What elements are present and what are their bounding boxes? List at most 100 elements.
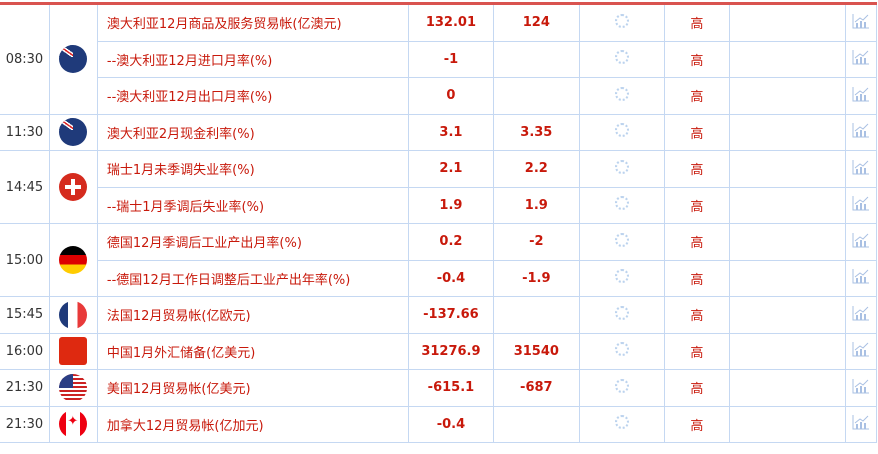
loading-spinner-icon — [614, 378, 629, 393]
event-name[interactable]: 澳大利亚2月现金利率(%) — [96, 113, 409, 151]
previous-value: 0 — [407, 77, 494, 115]
chart-cell[interactable] — [844, 296, 878, 334]
chart-cell[interactable] — [844, 186, 878, 224]
chart-cell[interactable] — [844, 40, 878, 78]
table-row: 11:30 澳大利亚2月现金利率(%) 3.1 3.35 高 — [0, 113, 878, 151]
loading-spinner-icon — [614, 86, 629, 101]
previous-value: -1 — [407, 40, 494, 78]
chart-cell[interactable] — [844, 223, 878, 261]
chart-cell[interactable] — [844, 150, 878, 188]
actual-cell — [578, 223, 665, 261]
actual-cell — [578, 369, 665, 407]
table-row: 16:00 中国1月外汇储备(亿美元) 31276.9 31540 高 — [0, 332, 878, 370]
previous-value: 31276.9 — [407, 332, 494, 370]
chart-cell[interactable] — [844, 3, 878, 42]
table-row: 15:45 法国12月贸易帐(亿欧元) -137.66 高 — [0, 296, 878, 334]
bar-chart-icon[interactable] — [852, 159, 870, 179]
usa-flag-icon — [59, 373, 88, 402]
bar-chart-icon[interactable] — [852, 414, 870, 434]
actual-cell — [578, 405, 665, 443]
table-row: --德国12月工作日调整后工业产出年率(%) -0.4 -1.9 高 — [0, 259, 878, 297]
previous-value: 3.1 — [407, 113, 494, 151]
forecast-value: -1.9 — [492, 259, 580, 297]
event-name[interactable]: --澳大利亚12月出口月率(%) — [96, 77, 409, 115]
table-row: 15:00 德国12月季调后工业产出月率(%) 0.2 -2 高 — [0, 223, 878, 297]
chart-cell[interactable] — [844, 405, 878, 443]
australia-flag-icon — [59, 118, 88, 147]
chart-cell[interactable] — [844, 113, 878, 151]
chart-cell[interactable] — [844, 77, 878, 115]
event-name[interactable]: 加拿大12月贸易帐(亿加元) — [96, 405, 409, 443]
chart-cell[interactable] — [844, 259, 878, 297]
germany-flag-icon — [59, 246, 88, 274]
actual-cell — [578, 332, 665, 370]
bar-chart-icon[interactable] — [852, 341, 870, 361]
previous-value: -137.66 — [407, 296, 494, 334]
table-row: 21:30 美国12月贸易帐(亿美元) -615.1 -687 高 — [0, 369, 878, 407]
table-row: 14:45 瑞士1月未季调失业率(%) 2.1 2.2 高 — [0, 150, 878, 224]
bar-chart-icon[interactable] — [852, 305, 870, 325]
importance: 高 — [663, 186, 731, 224]
forecast-value — [492, 296, 580, 334]
importance: 高 — [663, 77, 731, 115]
empty-cell — [729, 150, 846, 188]
loading-spinner-icon — [614, 13, 629, 28]
empty-cell — [729, 405, 846, 443]
event-name[interactable]: 中国1月外汇储备(亿美元) — [96, 332, 409, 370]
event-name[interactable]: 美国12月贸易帐(亿美元) — [96, 369, 409, 407]
forecast-value: 124 — [492, 3, 580, 42]
empty-cell — [729, 369, 846, 407]
importance: 高 — [663, 259, 731, 297]
event-name[interactable]: 德国12月季调后工业产出月率(%) — [96, 223, 409, 261]
loading-spinner-icon — [614, 50, 629, 65]
bar-chart-icon[interactable] — [852, 268, 870, 288]
bar-chart-icon[interactable] — [852, 86, 870, 106]
forecast-value: 1.9 — [492, 186, 580, 224]
time-cell: 14:45 — [0, 150, 50, 224]
flag-cell — [48, 332, 98, 370]
previous-value: -615.1 — [407, 369, 494, 407]
event-name[interactable]: --瑞士1月季调后失业率(%) — [96, 186, 409, 224]
actual-cell — [578, 40, 665, 78]
empty-cell — [729, 296, 846, 334]
time-cell: 11:30 — [0, 113, 50, 151]
empty-cell — [729, 3, 846, 42]
importance: 高 — [663, 405, 731, 443]
empty-cell — [729, 77, 846, 115]
importance: 高 — [663, 369, 731, 407]
chart-cell[interactable] — [844, 369, 878, 407]
forecast-value: 31540 — [492, 332, 580, 370]
actual-cell — [578, 3, 665, 42]
bar-chart-icon[interactable] — [852, 13, 870, 33]
importance: 高 — [663, 296, 731, 334]
table-row: --澳大利亚12月进口月率(%) -1 高 — [0, 40, 878, 78]
loading-spinner-icon — [614, 159, 629, 174]
bar-chart-icon[interactable] — [852, 122, 870, 142]
loading-spinner-icon — [614, 342, 629, 357]
time-cell: 21:30 — [0, 405, 50, 443]
previous-value: 1.9 — [407, 186, 494, 224]
flag-cell — [48, 113, 98, 151]
bar-chart-icon[interactable] — [852, 195, 870, 215]
chart-cell[interactable] — [844, 332, 878, 370]
bar-chart-icon[interactable] — [852, 232, 870, 252]
event-name[interactable]: --澳大利亚12月进口月率(%) — [96, 40, 409, 78]
event-name[interactable]: 瑞士1月未季调失业率(%) — [96, 150, 409, 188]
australia-flag-icon — [59, 45, 88, 74]
loading-spinner-icon — [614, 196, 629, 211]
event-name[interactable]: 法国12月贸易帐(亿欧元) — [96, 296, 409, 334]
actual-cell — [578, 186, 665, 224]
actual-cell — [578, 150, 665, 188]
forecast-value: -687 — [492, 369, 580, 407]
empty-cell — [729, 332, 846, 370]
importance: 高 — [663, 40, 731, 78]
canada-flag-icon — [59, 410, 88, 439]
previous-value: 0.2 — [407, 223, 494, 261]
event-name[interactable]: 澳大利亚12月商品及服务贸易帐(亿澳元) — [96, 3, 409, 42]
forecast-value: 2.2 — [492, 150, 580, 188]
bar-chart-icon[interactable] — [852, 378, 870, 398]
event-name[interactable]: --德国12月工作日调整后工业产出年率(%) — [96, 259, 409, 297]
bar-chart-icon[interactable] — [852, 49, 870, 69]
previous-value: 132.01 — [407, 3, 494, 42]
time-cell: 15:00 — [0, 223, 50, 297]
